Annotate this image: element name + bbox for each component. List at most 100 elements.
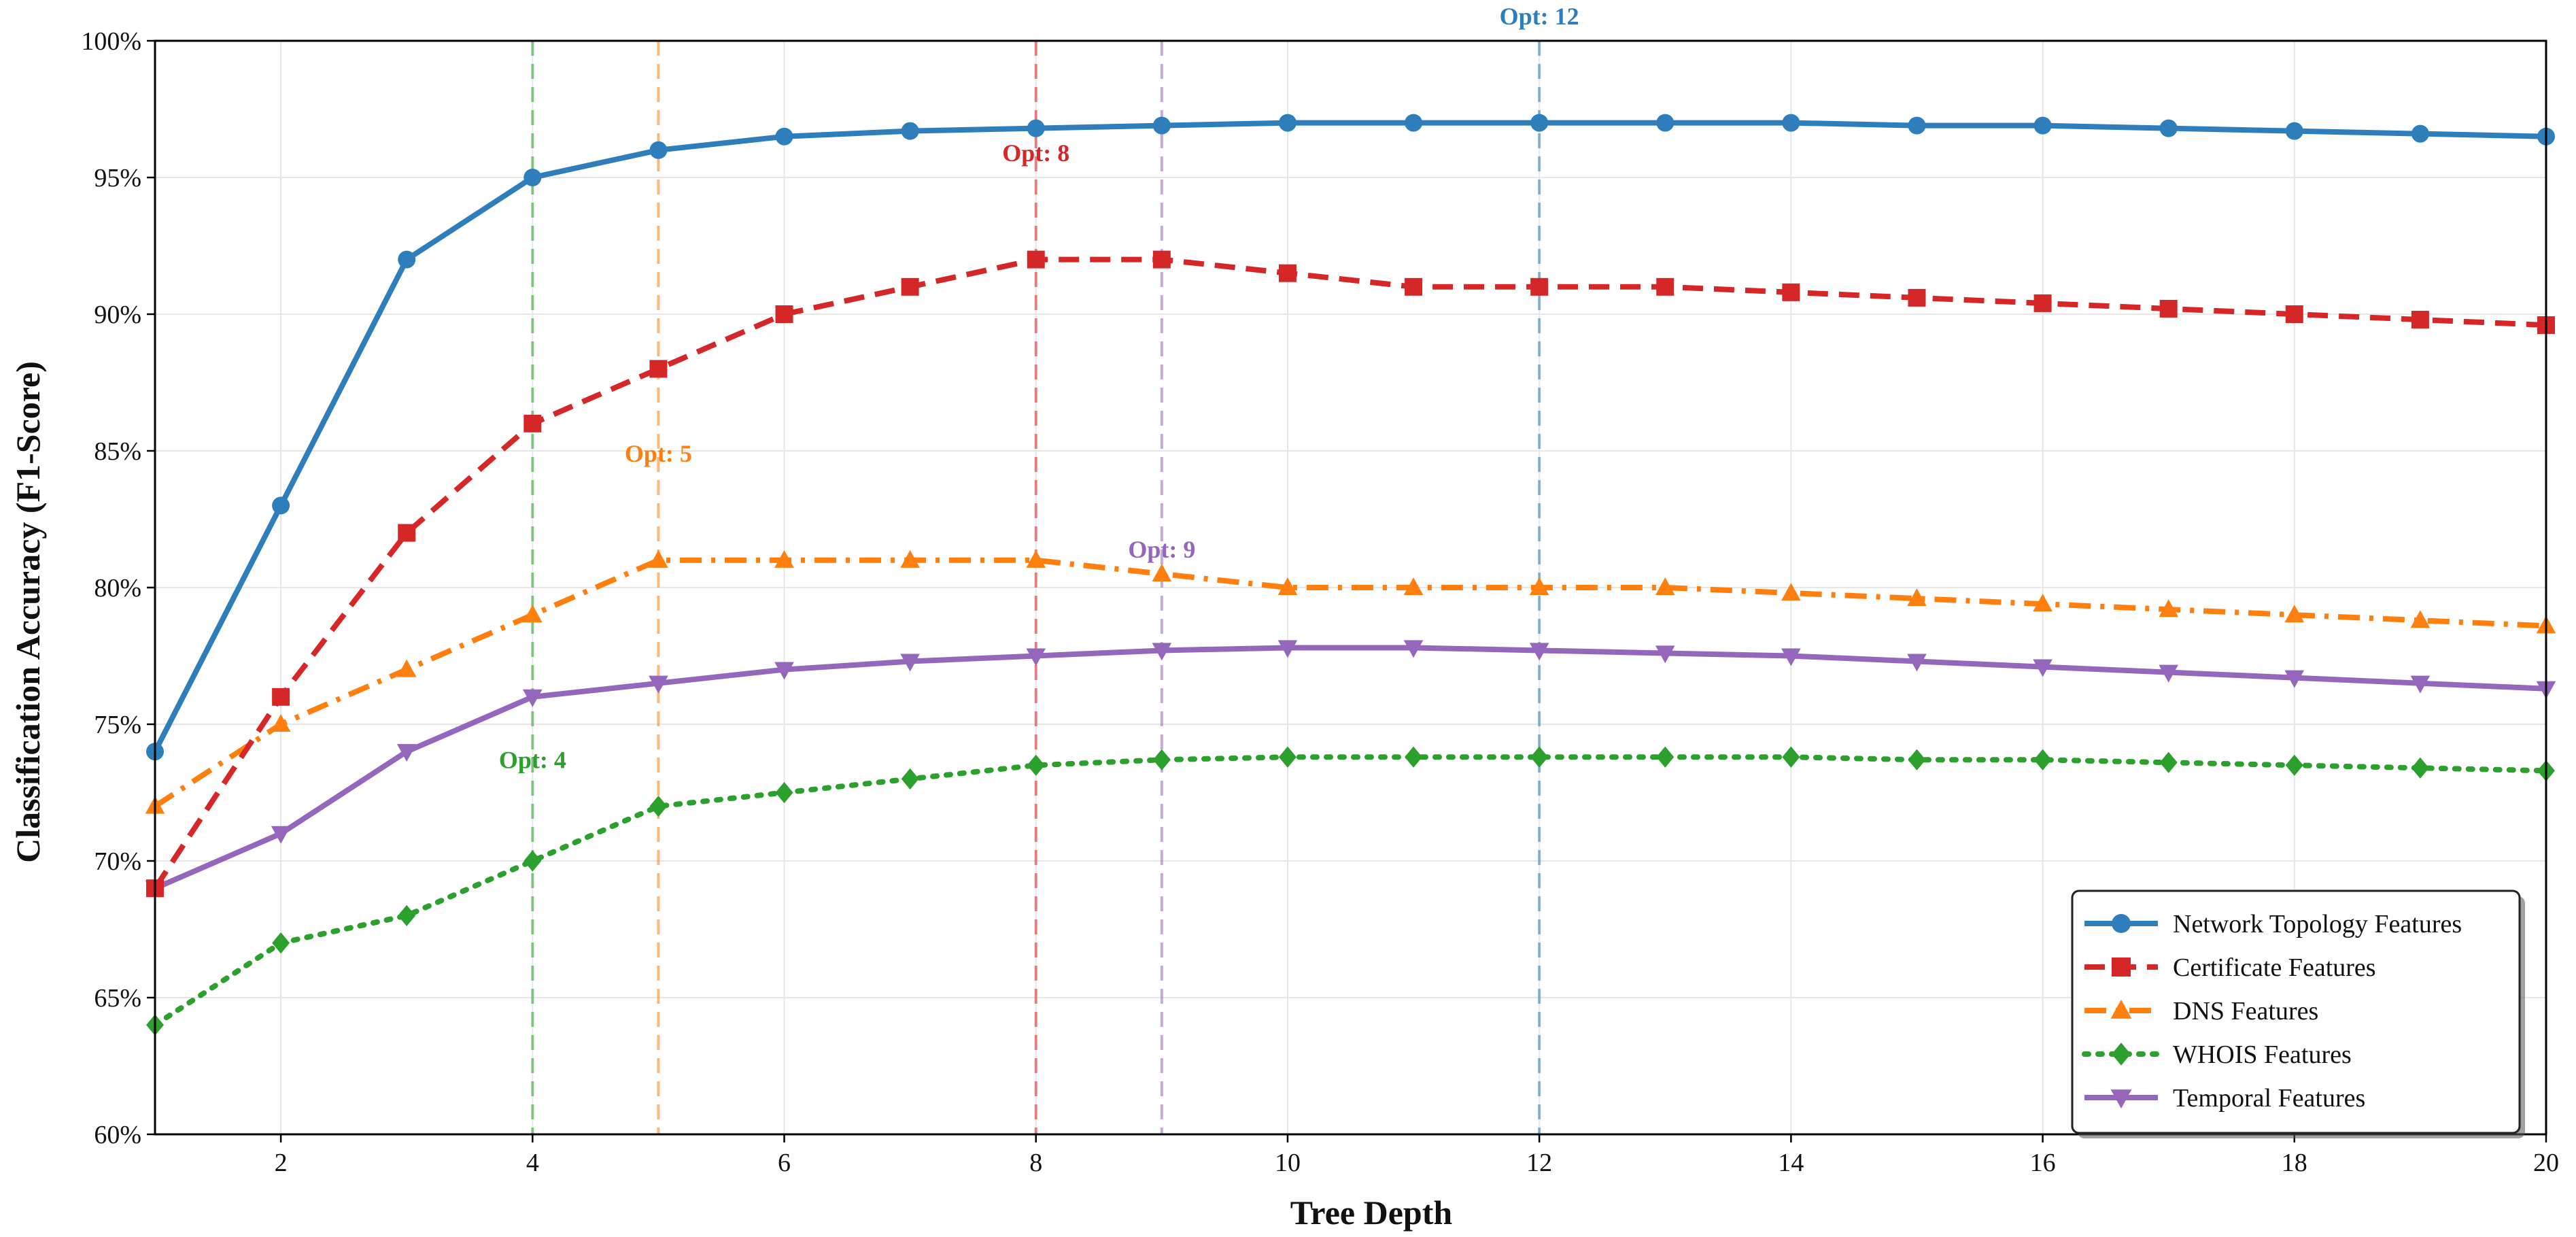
data-point [1027, 754, 1045, 776]
data-point [1278, 114, 1296, 132]
data-point [1529, 643, 1549, 661]
data-point [1152, 250, 1171, 269]
data-point [1277, 640, 1298, 658]
data-point [396, 744, 417, 762]
x-tick-label: 2 [275, 1149, 288, 1177]
data-point [1026, 549, 1046, 568]
legend-marker [2110, 999, 2132, 1019]
data-point [2033, 749, 2052, 770]
series-certificate-features [146, 250, 2555, 898]
data-point [398, 524, 416, 542]
data-point [2285, 305, 2303, 323]
series-dns-features [145, 549, 2556, 814]
x-tick-label: 4 [526, 1149, 539, 1177]
data-point [775, 781, 793, 804]
data-point [2411, 124, 2429, 143]
series-line [153, 557, 2547, 809]
data-point [523, 850, 542, 872]
data-point [2411, 757, 2429, 779]
y-tick-label: 100% [81, 27, 141, 56]
x-axis-title: Tree Depth [1290, 1193, 1453, 1232]
data-point [2159, 751, 2178, 773]
y-tick-label: 60% [94, 1121, 141, 1149]
series-line [152, 754, 2549, 1028]
legend: Network Topology Features Certificate Fea… [2071, 889, 2525, 1138]
data-point [2159, 299, 2178, 318]
data-point [272, 932, 290, 954]
data-point [1027, 250, 1045, 269]
x-tick-label: 6 [778, 1149, 791, 1177]
series-layer [145, 114, 2556, 1036]
optimal-depth-label: Opt: 12 [1500, 3, 1579, 30]
series-line [152, 120, 2547, 753]
y-tick-label: 75% [94, 711, 141, 739]
data-point [1908, 288, 1926, 307]
x-tick-label: 20 [2533, 1149, 2559, 1177]
data-point [2410, 610, 2431, 628]
x-tick-label: 18 [2282, 1149, 2307, 1177]
data-point [2033, 594, 2053, 612]
data-point [2033, 116, 2052, 135]
data-point [1027, 119, 1045, 137]
data-point [1152, 116, 1171, 135]
data-point [649, 549, 668, 568]
data-point [774, 549, 794, 568]
data-point [1152, 749, 1171, 770]
data-point [2159, 664, 2178, 683]
legend-label: DNS Features [2173, 997, 2318, 1026]
data-point [1655, 645, 1675, 664]
data-point [523, 169, 542, 186]
data-point [1403, 577, 1424, 596]
data-point [649, 675, 668, 694]
data-point [523, 689, 543, 707]
data-point [1656, 114, 1675, 132]
y-tick-label: 70% [94, 847, 141, 876]
data-point [2159, 599, 2178, 617]
data-point [2284, 605, 2305, 623]
data-point [1782, 114, 1800, 132]
data-point [523, 605, 543, 623]
data-point [1152, 643, 1172, 661]
data-point [1405, 277, 1423, 296]
x-tick-label: 10 [1275, 1149, 1301, 1177]
data-point [1278, 746, 1296, 768]
data-point [1907, 654, 1927, 672]
data-point [649, 796, 668, 817]
data-point [1530, 277, 1549, 296]
optimal-depth-label: Opt: 5 [625, 440, 692, 467]
data-point [1278, 264, 1296, 282]
data-point [1405, 114, 1423, 132]
data-point [2411, 311, 2429, 329]
data-point [775, 127, 793, 146]
data-point [1907, 588, 1927, 607]
legend-marker [2112, 914, 2131, 933]
legend-marker [2112, 1043, 2131, 1066]
data-point [1152, 563, 1172, 581]
legend-marker [2110, 1089, 2132, 1109]
data-point [1781, 583, 1801, 601]
legend-label: Temporal Features [2173, 1084, 2365, 1113]
data-point [2285, 754, 2303, 776]
x-tick-label: 14 [1778, 1149, 1804, 1177]
axes-layer: 60% 65% 70% 75% 80% 85% 90% 95% 100% 2 4 6 8 10 12 14 16… [81, 27, 2559, 1177]
x-tick-label: 12 [1526, 1149, 1552, 1177]
data-point [1530, 114, 1549, 132]
data-point [2285, 122, 2303, 140]
data-point [1405, 746, 1423, 768]
data-point [1908, 116, 1926, 135]
legend-label: Network Topology Features [2173, 910, 2462, 938]
data-point [271, 714, 291, 732]
data-point [1277, 577, 1298, 596]
legend-label: WHOIS Features [2173, 1040, 2352, 1069]
data-point [901, 277, 919, 296]
data-point [523, 414, 542, 433]
data-point [2033, 659, 2053, 677]
series-line [154, 645, 2547, 891]
data-point [398, 904, 416, 926]
data-point [396, 659, 417, 677]
optimal-depth-label: Opt: 4 [499, 746, 566, 773]
data-point [649, 141, 668, 159]
data-point [2159, 119, 2178, 137]
plot-frame [154, 39, 2547, 1136]
